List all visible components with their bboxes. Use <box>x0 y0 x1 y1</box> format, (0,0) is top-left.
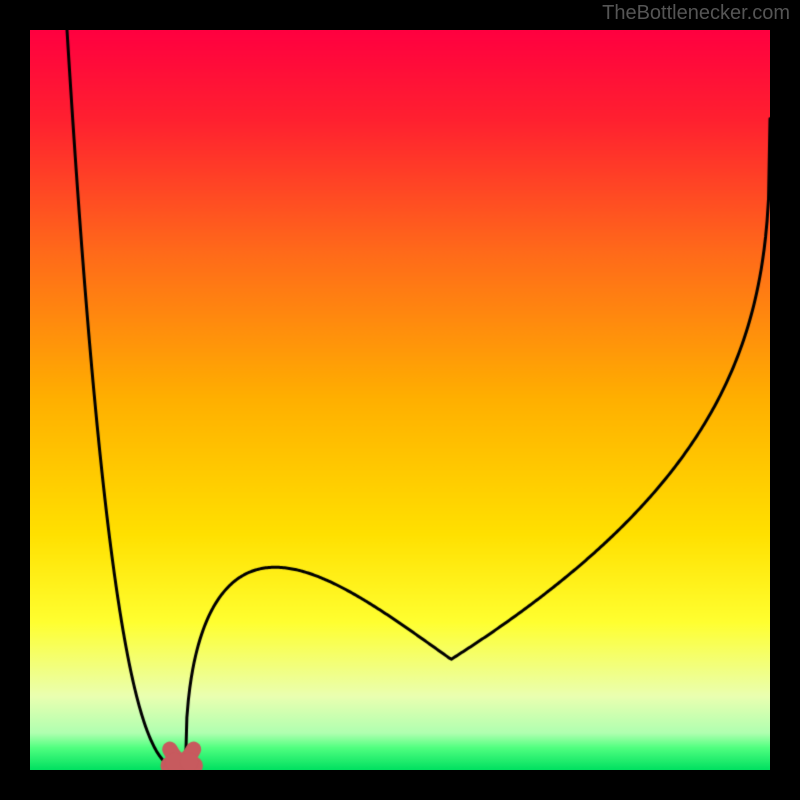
chart-root: TheBottlenecker.com <box>0 0 800 800</box>
bottleneck-chart <box>30 30 770 770</box>
watermark-text: TheBottlenecker.com <box>602 2 790 25</box>
